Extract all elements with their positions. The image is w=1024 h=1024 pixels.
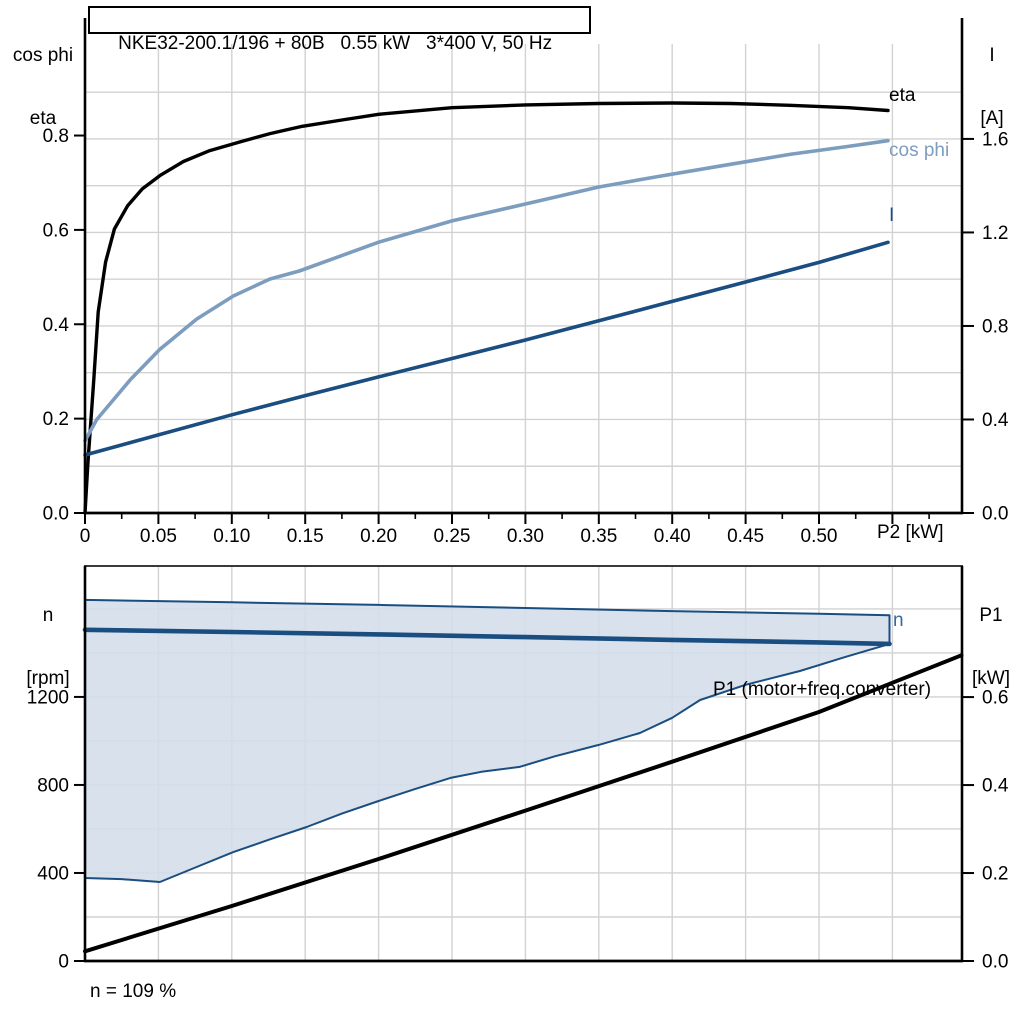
right-tick-label: 0.8: [982, 316, 1008, 337]
left-tick-label: 0.4: [43, 315, 70, 336]
x-tick-label: 0.05: [140, 526, 177, 547]
speed-percent-note: n = 109 %: [90, 981, 177, 1002]
left-tick-label: 0.0: [43, 504, 69, 525]
cos-phi-curve-label: cos phi: [889, 140, 950, 161]
x-tick-label: 0.10: [213, 526, 250, 547]
left-tick-label: 1200: [27, 687, 69, 708]
x-tick-label: 0.50: [801, 526, 838, 547]
axis-title-p1: P1: [979, 605, 1003, 626]
axis-title-speed-unit: [rpm]: [26, 668, 70, 689]
eta-curve-label: eta: [889, 85, 916, 106]
x-tick-label: 0.40: [654, 526, 691, 547]
x-tick-label: 0.20: [360, 526, 397, 547]
right-tick-label: 0.6: [982, 688, 1008, 709]
x-axis-title: P2 [kW]: [877, 522, 944, 543]
x-tick-label: 0.45: [727, 526, 764, 547]
axis-title-current-unit: [A]: [980, 108, 1004, 129]
chart-0: 0 0.05 0.10 0.15 0.20 0.25 0.30 0.35 0.40 0.45 0.5…: [43, 18, 1009, 547]
axis-title-cos-phi: cos phi: [12, 45, 74, 66]
right-tick-label: 1.6: [982, 129, 1008, 150]
bottom-chart-left-axis-title: n [rpm]: [12, 563, 84, 731]
left-tick-label: 0: [58, 952, 69, 973]
top-chart-left-axis-title: cos phi eta: [4, 3, 82, 171]
top-chart-right-axis-title: I [A]: [960, 3, 1024, 171]
left-tick-label: 400: [37, 863, 69, 884]
curve-P1 (motor+freq.converter): [83, 653, 964, 954]
x-tick-label: 0.15: [287, 526, 324, 547]
axis-title-speed: n: [42, 605, 54, 626]
current-curve-label: I: [889, 205, 895, 226]
curve-n: [82, 627, 892, 647]
right-tick-label: 1.2: [982, 223, 1008, 244]
right-tick-label: 0.4: [982, 410, 1009, 431]
chart-title: NKE32-200.1/196 + 80B 0.55 kW 3*400 V, 5…: [118, 33, 553, 54]
x-tick-label: 0.25: [434, 526, 471, 547]
left-tick-label: 0.8: [43, 126, 69, 147]
x-tick-label: 0.35: [580, 526, 617, 547]
x-tick-label: 0.30: [507, 526, 544, 547]
axis-title-eta: eta: [29, 108, 57, 129]
curve-eta: [83, 101, 890, 515]
curve-I: [83, 240, 890, 457]
left-tick-label: 800: [37, 775, 69, 796]
left-tick-label: 0.2: [43, 409, 69, 430]
curve-cos phi: [83, 138, 890, 443]
x-tick-label: 0: [80, 526, 91, 547]
right-tick-label: 0.0: [982, 504, 1008, 525]
right-tick-label: 0.0: [982, 952, 1008, 973]
p1-curve-label: P1 (motor+freq.converter): [713, 679, 932, 700]
chart-title-box: NKE32-200.1/196 + 80B 0.55 kW 3*400 V, 5…: [88, 6, 591, 54]
bottom-chart-right-axis-title: P1 [kW]: [958, 563, 1024, 731]
left-tick-label: 0.6: [43, 220, 69, 241]
right-tick-label: 0.4: [982, 776, 1009, 797]
speed-curve-label: n: [893, 610, 904, 631]
right-tick-label: 0.2: [982, 864, 1008, 885]
axis-title-p1-unit: [kW]: [972, 668, 1010, 689]
speed-range-region: [84, 598, 891, 883]
axis-title-current: I: [989, 45, 995, 66]
chart-1: 0 400 800 1200 0.0 0.2 0.4 0.6: [27, 565, 1009, 973]
